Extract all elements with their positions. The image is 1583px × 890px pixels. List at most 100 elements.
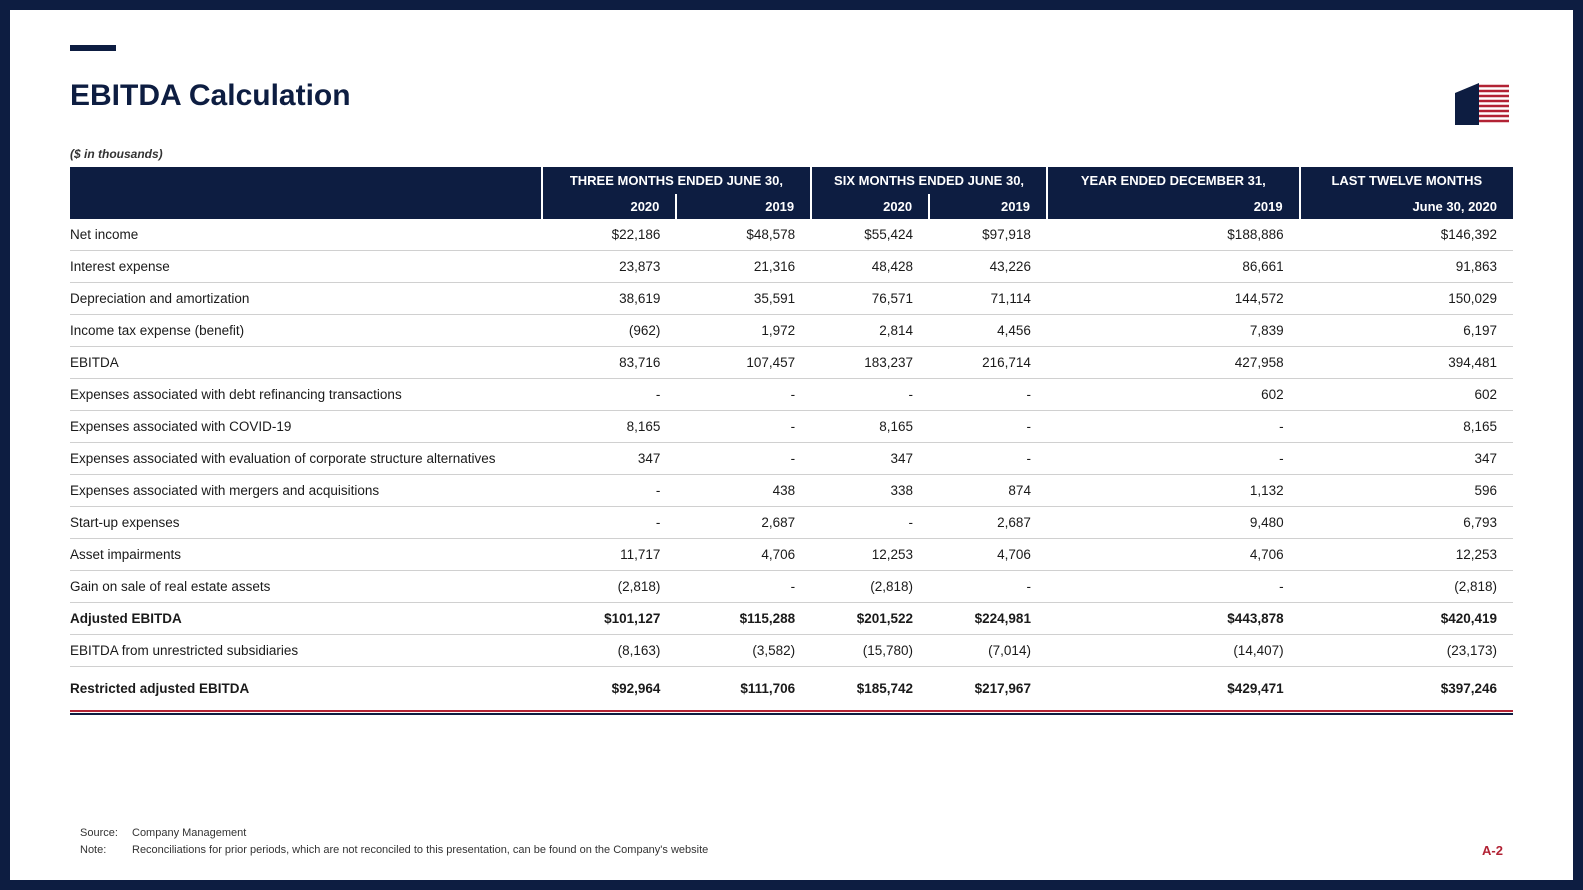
table-row: Depreciation and amortization38,61935,59… xyxy=(70,283,1513,315)
row-label: Net income xyxy=(70,219,542,251)
table-row: Restricted adjusted EBITDA$92,964$111,70… xyxy=(70,667,1513,709)
row-value: 2,814 xyxy=(811,315,929,347)
row-value: 12,253 xyxy=(811,539,929,571)
row-value: $111,706 xyxy=(676,667,811,709)
row-value: $97,918 xyxy=(929,219,1047,251)
row-value: 150,029 xyxy=(1300,283,1513,315)
row-value: - xyxy=(542,379,677,411)
row-value: 2,687 xyxy=(929,507,1047,539)
row-value: (7,014) xyxy=(929,635,1047,667)
row-value: 9,480 xyxy=(1047,507,1300,539)
row-value: 83,716 xyxy=(542,347,677,379)
row-value: 6,197 xyxy=(1300,315,1513,347)
company-logo-icon xyxy=(1451,79,1513,127)
row-value: 21,316 xyxy=(676,251,811,283)
table-row: Expenses associated with debt refinancin… xyxy=(70,379,1513,411)
row-value: $48,578 xyxy=(676,219,811,251)
year-header-blank xyxy=(70,194,542,219)
row-value: 2,687 xyxy=(676,507,811,539)
year-header-3: 2020 xyxy=(811,194,929,219)
row-label: EBITDA xyxy=(70,347,542,379)
row-value: 11,717 xyxy=(542,539,677,571)
row-value: (2,818) xyxy=(811,571,929,603)
row-value: $429,471 xyxy=(1047,667,1300,709)
row-value: $22,186 xyxy=(542,219,677,251)
row-value: 8,165 xyxy=(542,411,677,443)
row-value: $443,878 xyxy=(1047,603,1300,635)
row-value: 183,237 xyxy=(811,347,929,379)
row-value: 427,958 xyxy=(1047,347,1300,379)
group-header-three-months: THREE MONTHS ENDED JUNE 30, xyxy=(542,167,812,194)
row-value: 91,863 xyxy=(1300,251,1513,283)
group-header-blank xyxy=(70,167,542,194)
row-label: Restricted adjusted EBITDA xyxy=(70,667,542,709)
row-value: $188,886 xyxy=(1047,219,1300,251)
row-value: 347 xyxy=(811,443,929,475)
row-value: (3,582) xyxy=(676,635,811,667)
year-header-4: 2019 xyxy=(929,194,1047,219)
row-value: 1,972 xyxy=(676,315,811,347)
row-label: Gain on sale of real estate assets xyxy=(70,571,542,603)
row-label: EBITDA from unrestricted subsidiaries xyxy=(70,635,542,667)
row-value: 8,165 xyxy=(811,411,929,443)
row-value: - xyxy=(676,571,811,603)
year-header-1: 2020 xyxy=(542,194,677,219)
year-header-2: 2019 xyxy=(676,194,811,219)
row-value: $101,127 xyxy=(542,603,677,635)
ebitda-table: THREE MONTHS ENDED JUNE 30, SIX MONTHS E… xyxy=(70,167,1513,708)
group-header-year-ended: YEAR ENDED DECEMBER 31, xyxy=(1047,167,1300,194)
row-value: 86,661 xyxy=(1047,251,1300,283)
row-value: $420,419 xyxy=(1300,603,1513,635)
row-value: $92,964 xyxy=(542,667,677,709)
row-value: 216,714 xyxy=(929,347,1047,379)
row-value: 38,619 xyxy=(542,283,677,315)
table-row: Expenses associated with evaluation of c… xyxy=(70,443,1513,475)
row-label: Income tax expense (benefit) xyxy=(70,315,542,347)
table-group-header-row: THREE MONTHS ENDED JUNE 30, SIX MONTHS E… xyxy=(70,167,1513,194)
row-value: $217,967 xyxy=(929,667,1047,709)
row-value: (962) xyxy=(542,315,677,347)
row-value: (8,163) xyxy=(542,635,677,667)
row-value: 35,591 xyxy=(676,283,811,315)
group-header-ltm: LAST TWELVE MONTHS xyxy=(1300,167,1513,194)
row-value: 4,706 xyxy=(929,539,1047,571)
row-value: (23,173) xyxy=(1300,635,1513,667)
table-row: Adjusted EBITDA$101,127$115,288$201,522 $… xyxy=(70,603,1513,635)
row-value: - xyxy=(929,571,1047,603)
row-value: $201,522 xyxy=(811,603,929,635)
footer-source-label: Source: xyxy=(80,825,132,842)
table-row: EBITDA83,716107,457183,237216,714427,958… xyxy=(70,347,1513,379)
row-value: - xyxy=(929,443,1047,475)
row-value: - xyxy=(676,379,811,411)
row-value: 107,457 xyxy=(676,347,811,379)
accent-bar xyxy=(70,45,116,51)
row-value: 7,839 xyxy=(1047,315,1300,347)
row-label: Start-up expenses xyxy=(70,507,542,539)
row-value: $185,742 xyxy=(811,667,929,709)
group-header-six-months: SIX MONTHS ENDED JUNE 30, xyxy=(811,167,1047,194)
row-label: Adjusted EBITDA xyxy=(70,603,542,635)
row-value: - xyxy=(676,443,811,475)
table-bottom-border xyxy=(70,710,1513,715)
row-label: Expenses associated with mergers and acq… xyxy=(70,475,542,507)
row-value: (15,780) xyxy=(811,635,929,667)
table-row: EBITDA from unrestricted subsidiaries(8,… xyxy=(70,635,1513,667)
row-value: 144,572 xyxy=(1047,283,1300,315)
row-value: 438 xyxy=(676,475,811,507)
row-value: 347 xyxy=(1300,443,1513,475)
year-header-5: 2019 xyxy=(1047,194,1300,219)
row-value: 23,873 xyxy=(542,251,677,283)
row-value: - xyxy=(542,475,677,507)
row-value: - xyxy=(929,411,1047,443)
footer-source-text: Company Management xyxy=(132,827,246,839)
table-row: Expenses associated with mergers and acq… xyxy=(70,475,1513,507)
footer-note-label: Note: xyxy=(80,842,132,859)
row-value: 394,481 xyxy=(1300,347,1513,379)
year-header-6: June 30, 2020 xyxy=(1300,194,1513,219)
subtitle: ($ in thousands) xyxy=(70,147,1513,161)
table-row: Start-up expenses-2,687-2,6879,4806,793 xyxy=(70,507,1513,539)
page-number: A-2 xyxy=(1482,843,1503,858)
row-value: - xyxy=(811,379,929,411)
row-value: $115,288 xyxy=(676,603,811,635)
row-label: Interest expense xyxy=(70,251,542,283)
